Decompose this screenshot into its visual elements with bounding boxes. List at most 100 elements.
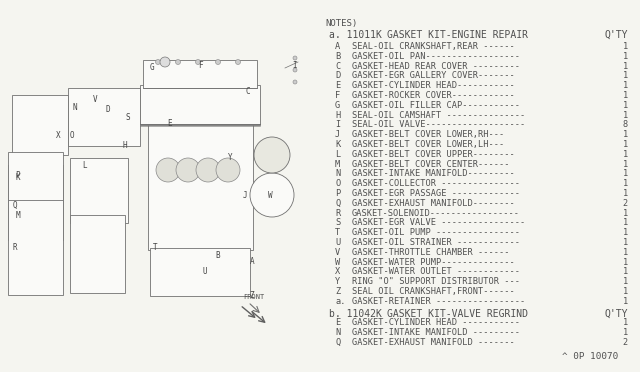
Text: K: K [335,140,340,149]
Circle shape [156,60,161,64]
Text: GASKET-OIL PUMP ----------------: GASKET-OIL PUMP ---------------- [352,228,520,237]
Text: G: G [150,64,154,73]
Text: GASKET-COLLECTOR ---------------: GASKET-COLLECTOR --------------- [352,179,520,188]
Text: 1: 1 [623,218,628,227]
Text: 1: 1 [623,160,628,169]
Text: GASKET KIT-VALVE REGRIND: GASKET KIT-VALVE REGRIND [387,309,528,318]
Text: 1: 1 [623,228,628,237]
Text: D: D [335,71,340,80]
Text: N: N [335,328,340,337]
Circle shape [175,60,180,64]
Text: I: I [292,61,298,70]
Text: 1: 1 [623,101,628,110]
Bar [150,248,250,296]
Text: ^ 0P 10070: ^ 0P 10070 [562,352,618,361]
Text: GASKET-CYLINDER HEAD-----------: GASKET-CYLINDER HEAD----------- [352,81,515,90]
Text: 1: 1 [623,140,628,149]
Text: E: E [335,318,340,327]
Text: W: W [268,190,272,199]
Text: 1: 1 [623,209,628,218]
Text: 1: 1 [623,277,628,286]
Text: 2: 2 [623,199,628,208]
Text: GASKET-EXHAUST MANIFOLD -------: GASKET-EXHAUST MANIFOLD ------- [352,338,515,347]
Text: GASKET-BELT COVER LOWER,RH---: GASKET-BELT COVER LOWER,RH--- [352,130,504,139]
Text: M: M [16,211,20,219]
Text: 8: 8 [623,121,628,129]
Circle shape [216,60,221,64]
Text: I: I [335,121,340,129]
Text: SEAL-OIL CAMSHAFT ---------------: SEAL-OIL CAMSHAFT --------------- [352,110,525,120]
Text: D: D [106,106,110,115]
Text: U: U [203,267,207,276]
Text: C: C [246,87,250,96]
Bar [70,158,128,223]
Text: GASKET-EGR VALVE ----------------: GASKET-EGR VALVE ---------------- [352,218,525,227]
Circle shape [176,158,200,182]
Text: N: N [73,103,77,112]
Text: 1: 1 [623,287,628,296]
Bar [140,85,260,125]
Circle shape [293,68,297,72]
Text: 1: 1 [623,62,628,71]
Text: S: S [125,113,131,122]
Text: 1: 1 [623,110,628,120]
Text: GASKET-EGR GALLERY COVER-------: GASKET-EGR GALLERY COVER------- [352,71,515,80]
Bar [70,215,125,293]
Text: GASKET-OIL PAN------------------: GASKET-OIL PAN------------------ [352,52,520,61]
Circle shape [196,158,220,182]
Text: 1: 1 [623,238,628,247]
Text: 1: 1 [623,179,628,188]
Text: GASKET-OIL FILLER CAP-----------: GASKET-OIL FILLER CAP----------- [352,101,520,110]
Circle shape [293,56,297,60]
Text: V: V [93,96,97,105]
Text: GASKET-CYLINDER HEAD -----------: GASKET-CYLINDER HEAD ----------- [352,318,520,327]
Text: GASKET-BELT COVER CENTER------: GASKET-BELT COVER CENTER------ [352,160,509,169]
Bar [12,95,68,155]
Text: a.: a. [335,297,346,306]
Bar [8,200,63,295]
Text: 1: 1 [623,248,628,257]
Text: GASKET KIT-ENGINE REPAIR: GASKET KIT-ENGINE REPAIR [387,30,528,40]
Text: A: A [250,257,254,266]
Text: GASKET-THROTTLE CHAMBER ------: GASKET-THROTTLE CHAMBER ------ [352,248,509,257]
Text: FRONT: FRONT [243,294,264,300]
Text: 1: 1 [623,257,628,267]
Text: 1: 1 [623,42,628,51]
Text: SEAL-OIL VALVE-------------------: SEAL-OIL VALVE------------------- [352,121,525,129]
Text: H: H [123,141,127,150]
Text: C: C [335,62,340,71]
Text: GASKET-BELT COVER UPPER--------: GASKET-BELT COVER UPPER-------- [352,150,515,159]
Text: GASKET-SOLENOID-----------------: GASKET-SOLENOID----------------- [352,209,520,218]
Text: Y: Y [335,277,340,286]
Text: R: R [13,244,17,253]
Bar [8,165,63,240]
Text: Y: Y [228,154,232,163]
Text: E: E [335,81,340,90]
Text: F: F [335,91,340,100]
Text: P: P [335,189,340,198]
Text: Q'TY: Q'TY [605,30,628,40]
Text: a. 11011K: a. 11011K [329,30,382,40]
Text: RING "O" SUPPORT DISTRIBUTOR ---: RING "O" SUPPORT DISTRIBUTOR --- [352,277,520,286]
Text: b. 11042K: b. 11042K [329,309,382,318]
Text: P: P [16,170,20,180]
Circle shape [195,60,200,64]
Text: S: S [335,218,340,227]
Text: GASKET-INTAKE MANIFOLD---------: GASKET-INTAKE MANIFOLD--------- [352,169,515,179]
Text: 1: 1 [623,169,628,179]
Text: X: X [56,131,60,140]
Text: Q: Q [335,199,340,208]
Text: GASKET-WATER PUMP--------------: GASKET-WATER PUMP-------------- [352,257,515,267]
Text: 1: 1 [623,267,628,276]
Text: X: X [335,267,340,276]
Text: V: V [335,248,340,257]
Text: 1: 1 [623,297,628,306]
Bar [68,88,140,146]
Circle shape [250,173,294,217]
Text: SEAL-OIL CRANKSHAFT,REAR ------: SEAL-OIL CRANKSHAFT,REAR ------ [352,42,515,51]
Text: R: R [335,209,340,218]
Text: E: E [168,119,172,128]
Text: GASKET-OIL STRAINER ------------: GASKET-OIL STRAINER ------------ [352,238,520,247]
Text: Z: Z [335,287,340,296]
Text: B: B [335,52,340,61]
